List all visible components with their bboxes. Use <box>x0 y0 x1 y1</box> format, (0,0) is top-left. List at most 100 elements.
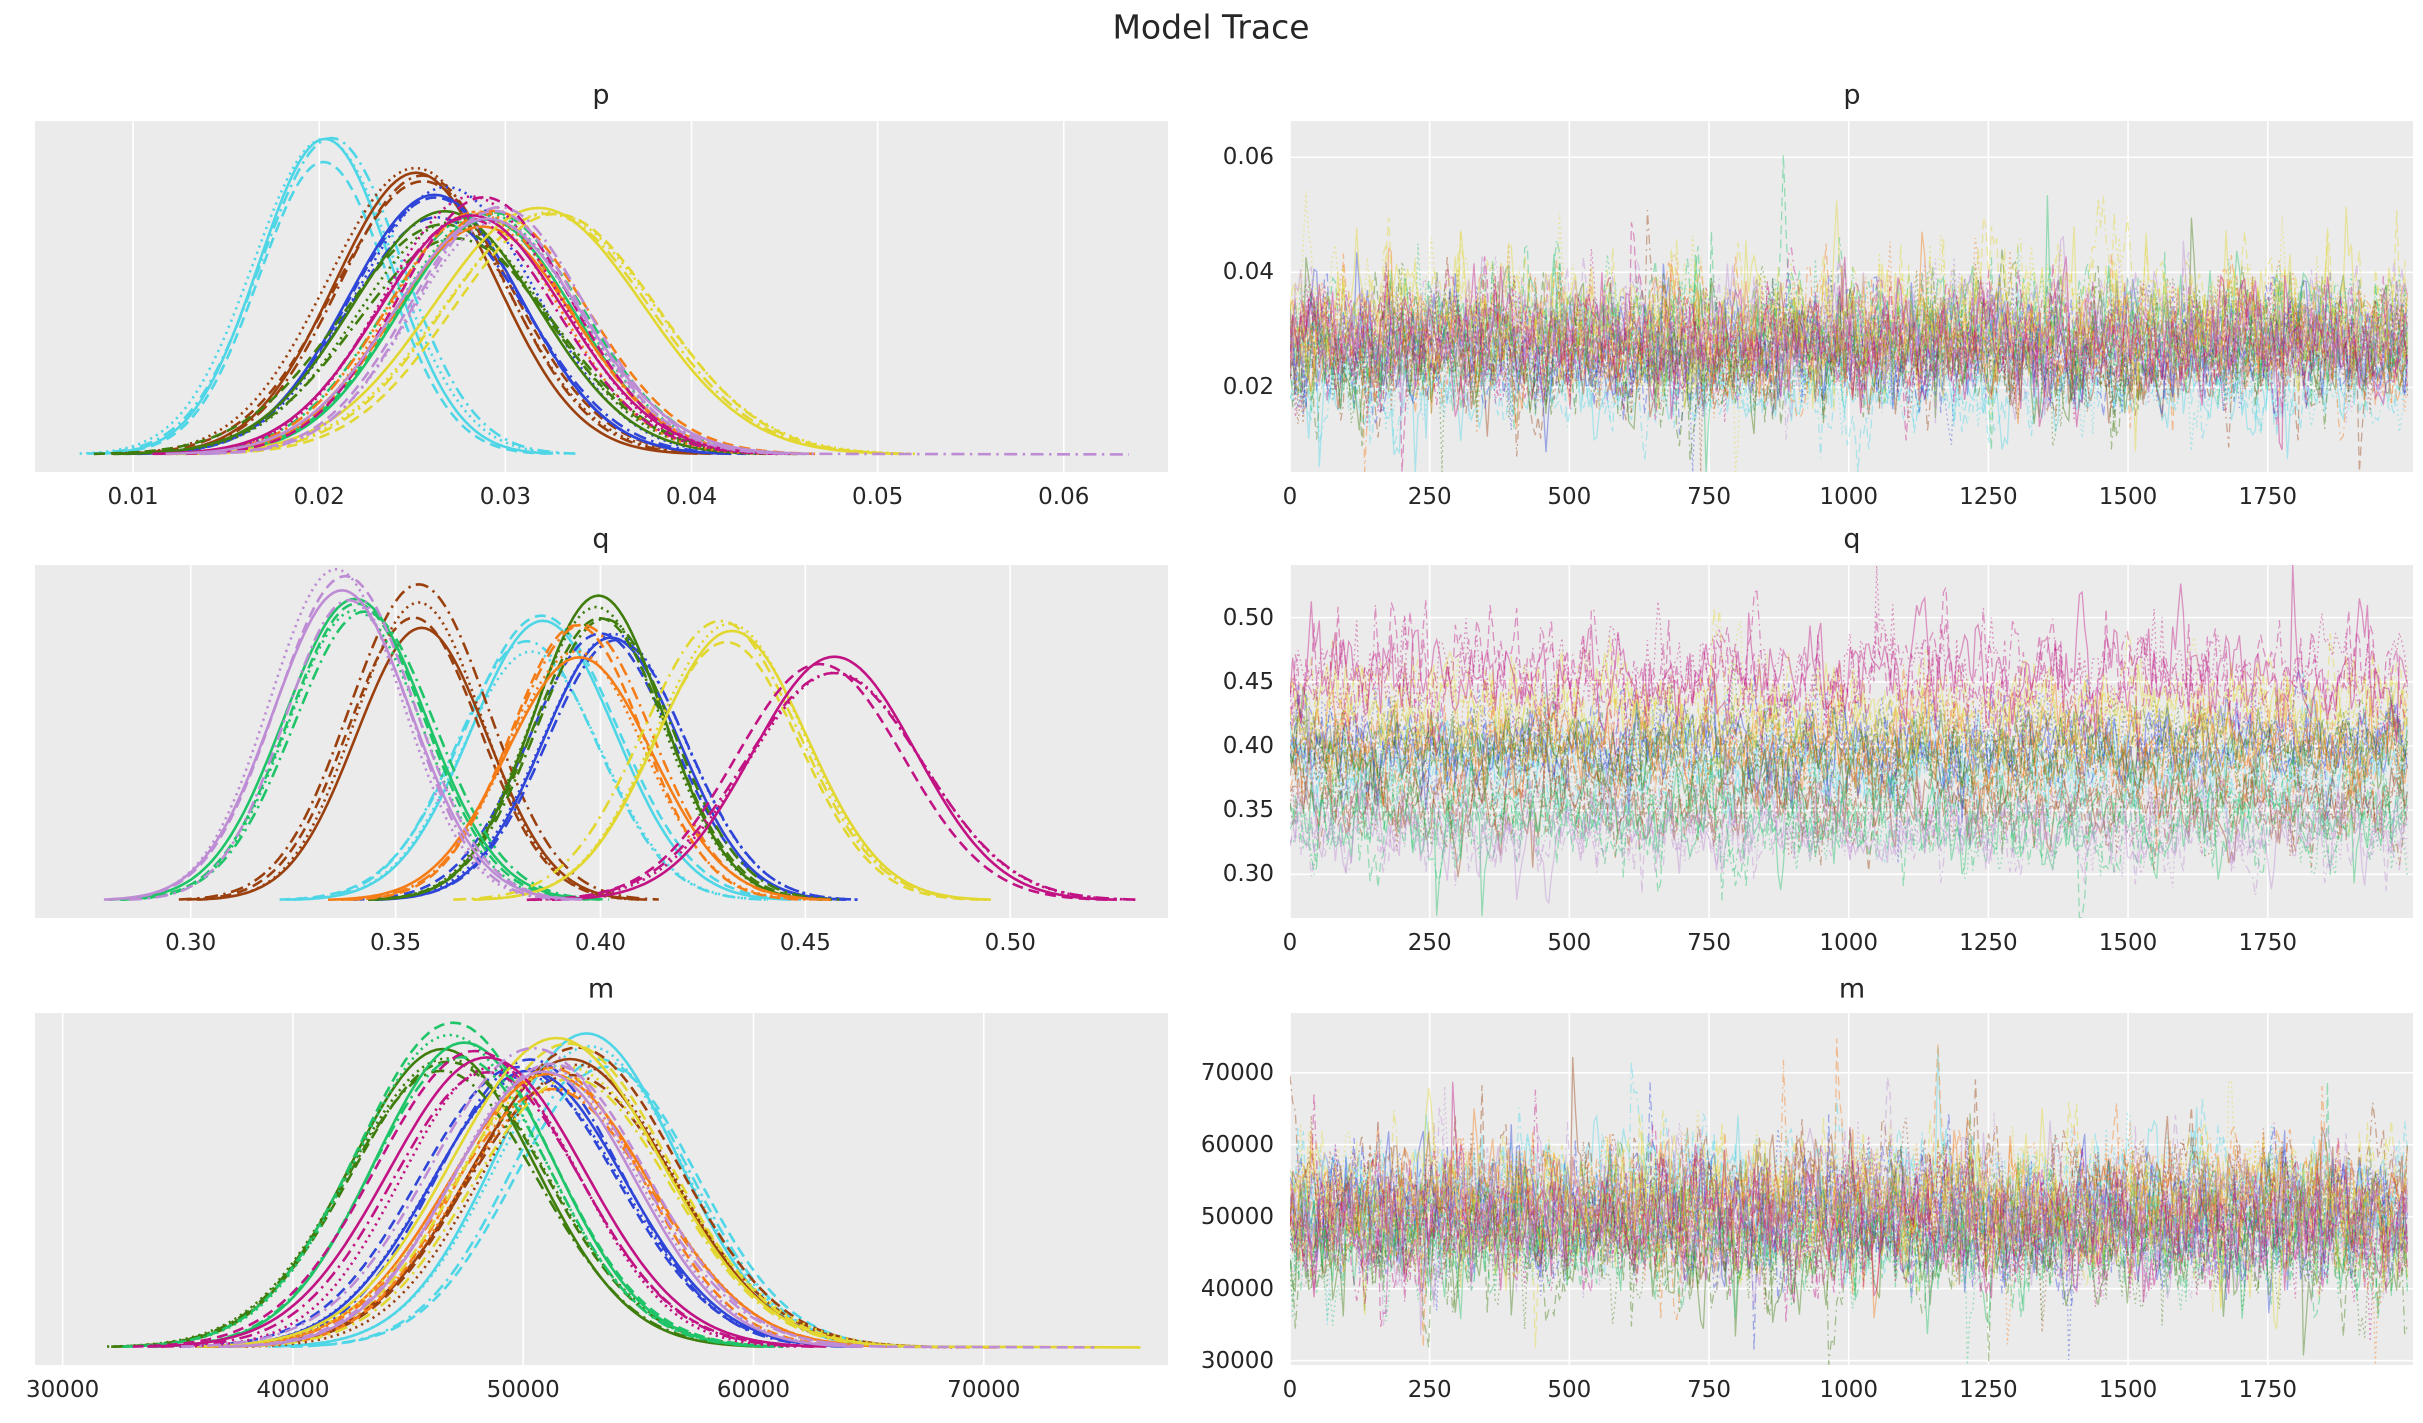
trace-line-p-magenta <box>1290 256 2409 451</box>
kde-curve-q-darkgreen <box>368 605 824 901</box>
kde-curve-m-blue <box>196 1074 856 1348</box>
trace-line-p-yellow <box>1290 200 2409 452</box>
trace-line-q-magenta <box>1290 588 2409 758</box>
trace-line-m-cyan <box>1290 1112 2409 1325</box>
trace-line-q-orange <box>1290 683 2408 805</box>
x-tick-label: 0.04 <box>665 484 718 510</box>
kde-curve-m-magenta <box>181 1066 801 1348</box>
trace-line-m-magenta <box>1290 1081 2409 1303</box>
kde-curve-m-yellow <box>196 1036 1141 1349</box>
trace-line-q-brown <box>1290 732 2408 857</box>
kde-curve-m-emerald <box>149 1055 773 1348</box>
kde-curve-p-darkgreen <box>123 209 767 456</box>
kde-curve-p-orchid <box>199 209 790 456</box>
trace-line-m-magenta <box>1290 1124 2409 1327</box>
kde-curve-q-cyan <box>285 639 768 901</box>
kde-curve-m-blue <box>179 1065 857 1348</box>
kde-curve-m-orange <box>235 1066 867 1348</box>
x-tick-label: 0.02 <box>293 484 345 510</box>
subplot-title-m-trace: m <box>1838 973 1866 1005</box>
trace-line-m-cyan <box>1290 1047 2408 1276</box>
kde-curve-p-magenta <box>186 195 783 456</box>
kde-curve-q-emerald <box>120 610 609 901</box>
trace-line-q-blue <box>1290 669 2409 864</box>
trace-line-q-orchid <box>1290 757 2409 888</box>
kde-curve-q-darkgreen <box>368 617 841 901</box>
x-tick-label: 0.30 <box>165 930 217 956</box>
trace-line-m-blue <box>1290 1128 2409 1361</box>
trace-line-q-yellow <box>1290 607 2409 834</box>
kde-curve-m-orchid <box>226 1070 861 1348</box>
trace-line-m-yellow <box>1290 1087 2409 1330</box>
subplot-title-q-trace: q <box>1843 523 1861 555</box>
trace-line-p-magenta <box>1290 247 2409 425</box>
kde-curve-m-blue <box>214 1058 847 1348</box>
subplot-title-q-density: q <box>592 523 610 555</box>
subplot-title-p-density: p <box>592 79 610 111</box>
trace-line-q-yellow <box>1290 620 2409 796</box>
kde-curve-q-brown <box>178 582 659 901</box>
x-tick-label: 250 <box>1407 930 1452 956</box>
kde-curve-q-brown <box>186 616 642 901</box>
trace-p-canvas <box>1290 121 2413 472</box>
trace-line-m-magenta <box>1290 1089 2409 1324</box>
trace-line-m-darkgreen <box>1290 1112 2409 1365</box>
kde-curve-m-orange <box>204 1087 1003 1349</box>
trace-line-q-emerald <box>1290 765 2409 879</box>
trace-line-p-emerald <box>1290 243 2409 402</box>
trace-line-p-cyan <box>1290 314 2409 461</box>
y-tick-label: 60000 <box>1200 1131 1274 1158</box>
kde-curve-m-brown <box>213 1073 929 1348</box>
x-tick-label: 1750 <box>2238 930 2298 956</box>
subplot-title-m-density: m <box>587 973 615 1005</box>
kde-curve-q-darkgreen <box>367 616 832 901</box>
trace-line-q-darkgreen <box>1290 686 2409 814</box>
kde-curve-m-yellow <box>231 1077 912 1348</box>
kde-curve-q-magenta <box>526 671 1141 902</box>
trace-line-p-orange <box>1290 231 2409 429</box>
trace-line-p-orchid <box>1290 256 2409 410</box>
kde-curve-m-magenta <box>132 1049 818 1348</box>
trace-line-p-orchid <box>1290 235 2409 420</box>
trace-line-m-emerald <box>1290 1159 2409 1319</box>
x-tick-label: 0.03 <box>479 484 531 510</box>
kde-curve-q-orange <box>341 623 823 901</box>
trace-line-q-brown <box>1290 688 2408 871</box>
trace-line-p-brown <box>1290 265 2409 437</box>
y-tick-label: 0.35 <box>1222 797 1274 824</box>
kde-curve-m-orange <box>219 1087 895 1348</box>
x-tick-label: 70000 <box>947 1377 1021 1403</box>
trace-line-q-orchid <box>1290 710 2408 905</box>
trace-line-q-orange <box>1290 675 2409 818</box>
trace-line-m-orchid <box>1290 1120 2409 1336</box>
trace-line-p-orange <box>1290 237 2409 434</box>
kde-curve-q-brown <box>196 626 648 901</box>
trace-line-q-orchid <box>1290 753 2409 896</box>
x-tick-label: 250 <box>1407 1377 1452 1403</box>
trace-line-m-cyan <box>1290 1061 2409 1283</box>
trace-line-q-yellow <box>1290 650 2409 769</box>
kde-curve-q-orchid <box>107 574 583 901</box>
trace-line-p-emerald <box>1290 195 2409 472</box>
trace-line-p-brown <box>1290 257 2409 472</box>
x-tick-label: 0 <box>1282 484 1298 510</box>
x-tick-label: 500 <box>1547 484 1592 510</box>
trace-panel-p <box>1290 121 2413 472</box>
kde-curve-p-yellow <box>182 210 917 456</box>
kde-curve-p-darkgreen <box>93 223 794 456</box>
trace-line-q-cyan <box>1290 671 2409 828</box>
x-tick-label: 30000 <box>26 1377 100 1403</box>
y-tick-label: 40000 <box>1200 1275 1274 1302</box>
trace-line-p-yellow <box>1290 191 2409 472</box>
density-panel-q <box>35 565 1168 918</box>
x-tick-label: 0.45 <box>779 930 831 956</box>
x-tick-label: 1750 <box>2238 484 2298 510</box>
kde-curve-q-blue <box>353 632 848 901</box>
trace-line-q-emerald <box>1290 752 2408 917</box>
kde-curve-p-orange <box>182 210 767 456</box>
trace-line-q-darkgreen <box>1290 686 2408 853</box>
trace-line-m-darkgreen <box>1290 1144 2408 1338</box>
x-tick-label: 60000 <box>716 1377 791 1403</box>
density-q-canvas <box>103 565 1141 918</box>
kde-curve-m-orange <box>204 1072 895 1348</box>
